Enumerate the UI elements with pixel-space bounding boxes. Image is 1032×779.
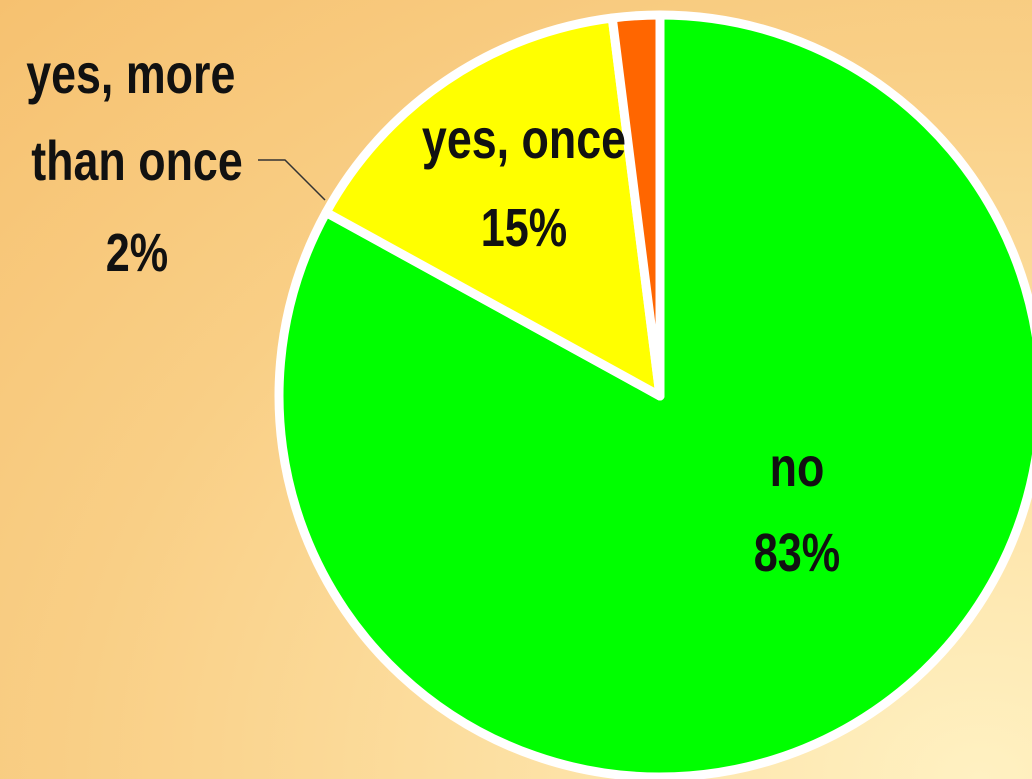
slice-label-yes-more-than-once: yes, more than once	[26, 42, 248, 192]
slice-value-yes-more-than-once: 2%	[106, 224, 168, 284]
slice-value-no: 83%	[754, 524, 840, 584]
slice-label-yes-once: yes, once	[422, 107, 626, 170]
slice-label-line-1: yes, more	[26, 42, 235, 105]
slice-label-no: no	[770, 435, 825, 498]
leader-line-more-than-once	[258, 159, 326, 201]
slice-label-line-2: than once	[31, 129, 243, 192]
pie-slice-yes-more-than-once	[607, 10, 665, 401]
pie-slice-yes-once	[321, 13, 665, 401]
slice-value-yes-once: 15%	[481, 199, 567, 259]
pie-slices	[274, 10, 1032, 779]
